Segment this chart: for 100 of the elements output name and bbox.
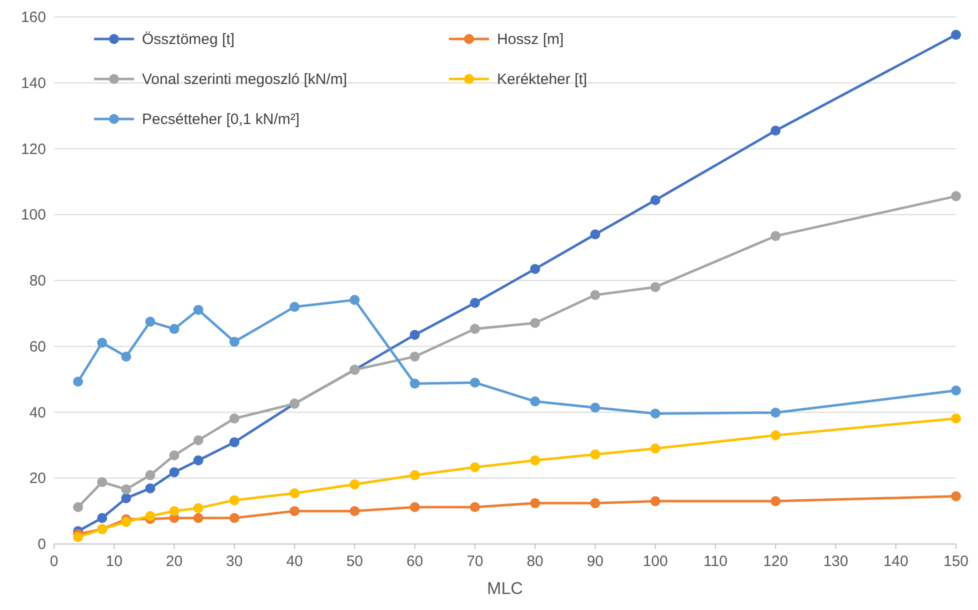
x-tick-label: 90 xyxy=(586,553,604,570)
x-tick-label: 150 xyxy=(943,553,969,570)
point xyxy=(470,324,480,334)
point xyxy=(770,126,781,136)
x-tick-label: 120 xyxy=(763,553,788,570)
point xyxy=(410,352,420,362)
point xyxy=(193,455,204,466)
point xyxy=(590,449,600,460)
point xyxy=(951,191,961,202)
point xyxy=(590,290,600,300)
x-tick-label: 0 xyxy=(50,553,58,570)
point xyxy=(590,229,600,240)
point xyxy=(145,483,156,494)
point xyxy=(951,491,961,502)
point xyxy=(229,336,240,347)
point xyxy=(350,294,360,305)
point xyxy=(530,396,540,406)
point xyxy=(951,386,961,396)
point xyxy=(229,437,240,448)
point xyxy=(73,532,84,542)
point xyxy=(229,512,240,523)
point xyxy=(121,493,132,504)
point xyxy=(290,302,300,312)
x-tick-label: 70 xyxy=(466,553,484,570)
point xyxy=(530,264,540,274)
point xyxy=(97,338,108,348)
point xyxy=(410,470,420,480)
point xyxy=(73,502,84,512)
point xyxy=(169,506,180,516)
legend-label: Hossz [m] xyxy=(497,31,564,48)
point xyxy=(951,414,961,424)
point xyxy=(229,495,240,506)
y-tick-label: 0 xyxy=(38,536,46,553)
point xyxy=(169,324,180,334)
point xyxy=(121,484,132,494)
y-tick-label: 160 xyxy=(20,9,46,26)
point xyxy=(193,304,204,315)
point xyxy=(530,498,540,508)
point xyxy=(350,506,360,516)
point xyxy=(350,479,360,490)
point xyxy=(169,467,180,478)
y-tick-label: 100 xyxy=(20,206,46,224)
point xyxy=(193,512,204,523)
x-tick-label: 130 xyxy=(823,553,848,570)
point xyxy=(73,376,84,387)
x-tick-label: 110 xyxy=(704,553,728,570)
point xyxy=(650,496,660,506)
y-tick-label: 20 xyxy=(29,470,46,488)
point xyxy=(193,435,204,446)
point xyxy=(97,477,108,488)
point xyxy=(590,498,600,508)
legend-label: Vonal szerinti megoszló [kN/m] xyxy=(142,71,348,88)
x-tick-label: 80 xyxy=(526,553,544,570)
point xyxy=(530,455,540,466)
point xyxy=(290,488,300,498)
point xyxy=(770,231,781,242)
point xyxy=(229,414,240,424)
point xyxy=(770,408,781,418)
x-tick-label: 140 xyxy=(883,553,908,570)
point xyxy=(770,430,781,440)
x-tick-label: 60 xyxy=(406,553,424,570)
point xyxy=(650,408,660,419)
point xyxy=(145,470,156,480)
point xyxy=(530,318,540,328)
x-tick-label: 20 xyxy=(166,553,183,570)
point xyxy=(290,506,300,516)
legend-label: Pecsétteher [0,1 kN/m²] xyxy=(142,111,300,128)
point xyxy=(650,443,660,454)
point xyxy=(410,378,420,389)
point xyxy=(193,503,204,514)
y-tick-label: 140 xyxy=(20,74,46,92)
y-tick-label: 120 xyxy=(20,140,46,158)
y-tick-label: 80 xyxy=(29,272,46,290)
point xyxy=(770,496,781,506)
point xyxy=(169,450,180,460)
x-axis-title: MLC xyxy=(487,579,523,598)
point xyxy=(470,462,480,472)
point xyxy=(410,502,420,512)
y-tick-label: 40 xyxy=(29,404,46,422)
x-tick-label: 10 xyxy=(106,553,122,570)
point xyxy=(590,402,600,413)
x-tick-label: 100 xyxy=(642,553,668,570)
point xyxy=(470,378,480,388)
point xyxy=(145,316,156,327)
x-tick-label: 40 xyxy=(286,553,303,570)
point xyxy=(121,352,132,362)
point xyxy=(650,282,660,292)
point xyxy=(470,502,480,512)
point xyxy=(410,330,420,340)
legend-label: Össztömeg [t] xyxy=(142,31,235,48)
point xyxy=(97,512,108,523)
point xyxy=(650,195,660,206)
point xyxy=(145,511,156,522)
y-tick-label: 60 xyxy=(29,338,46,356)
x-tick-label: 50 xyxy=(346,553,364,570)
point xyxy=(951,30,961,40)
x-tick-label: 30 xyxy=(226,553,243,570)
legend-label: Kerékteher [t] xyxy=(497,71,588,88)
point xyxy=(470,298,480,308)
point xyxy=(121,516,132,527)
